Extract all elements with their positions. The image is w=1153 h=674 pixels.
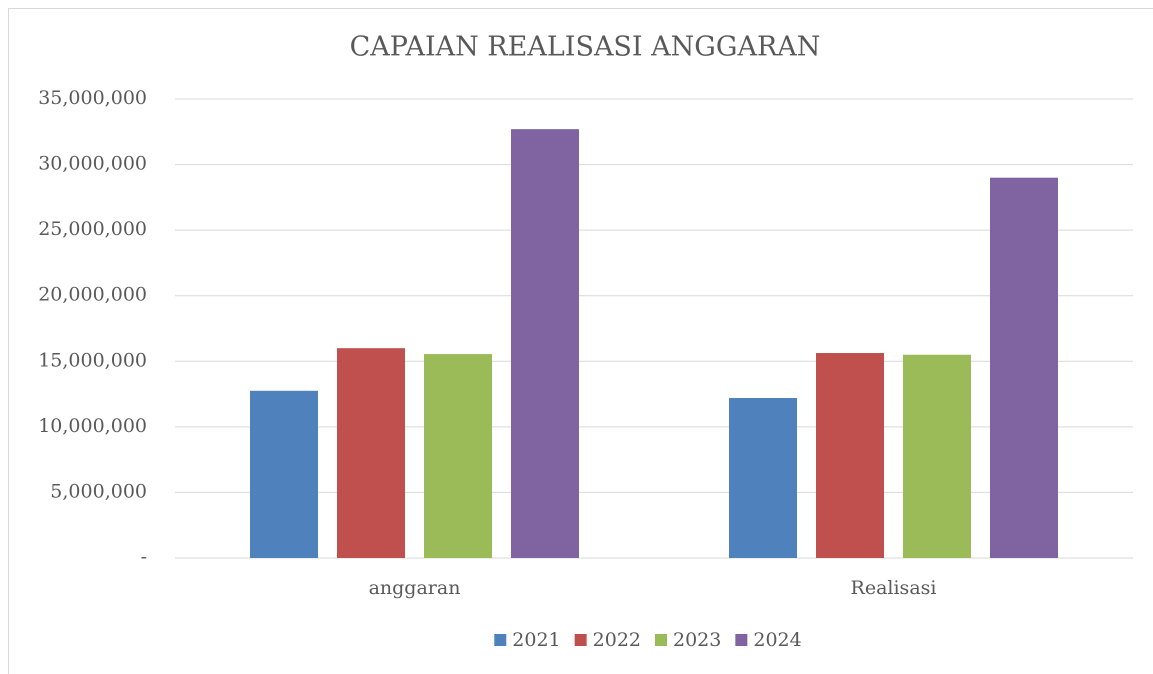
y-tick-label: 35,000,000 — [38, 87, 147, 109]
legend-swatch — [735, 634, 748, 646]
legend-label: 2021 — [512, 629, 560, 651]
legend-swatch — [574, 634, 587, 646]
y-tick-label: 5,000,000 — [50, 480, 147, 502]
bar — [903, 354, 971, 558]
bar — [816, 353, 884, 558]
legend-label: 2024 — [753, 629, 801, 651]
y-tick-label: 15,000,000 — [38, 349, 147, 371]
y-tick-label: - — [141, 546, 147, 568]
bar — [337, 348, 405, 558]
x-tick-label: Realisasi — [851, 577, 937, 599]
legend-swatch — [494, 634, 507, 646]
chart-frame — [8, 8, 1153, 674]
bar — [990, 177, 1058, 558]
bar — [424, 354, 492, 558]
y-tick-label: 10,000,000 — [38, 415, 147, 437]
legend-swatch — [655, 634, 667, 646]
bar — [729, 398, 797, 558]
legend-label: 2022 — [593, 629, 641, 651]
y-tick-label: 25,000,000 — [38, 218, 147, 240]
legend-label: 2023 — [673, 629, 721, 651]
y-tick-label: 20,000,000 — [38, 284, 147, 306]
chart-title: CAPAIAN REALISASI ANGGARAN — [350, 32, 821, 63]
y-tick-label: 30,000,000 — [38, 153, 147, 175]
bar — [511, 129, 579, 559]
bar — [250, 390, 318, 558]
x-tick-label: anggaran — [369, 577, 461, 599]
